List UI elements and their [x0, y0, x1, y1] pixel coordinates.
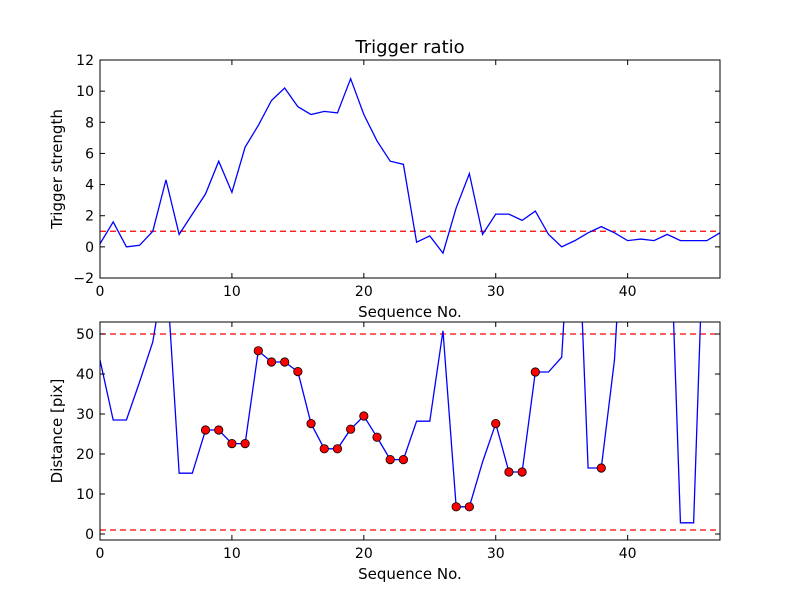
chart-2-xtick-label: 0 [96, 546, 105, 562]
chart-2-marker [266, 357, 277, 367]
chart-2-marker [517, 467, 527, 477]
chart-2-marker [372, 432, 382, 442]
chart-2-marker [491, 418, 501, 429]
chart-2-marker [464, 502, 474, 512]
chart-1-ytick-label: 6 [85, 146, 94, 162]
chart-1-xtick-label: 20 [355, 284, 373, 300]
chart-1-ytick-label: 2 [85, 209, 94, 225]
chart-2-ytick-label: 0 [85, 527, 94, 543]
chart-2-marker [596, 463, 606, 473]
chart-2-xtick-label: 20 [355, 546, 373, 562]
chart-2-xtick-label: 10 [223, 546, 241, 562]
chart-2-ytick-label: 10 [76, 487, 94, 503]
chart-1-ytick-label: 12 [76, 53, 94, 69]
chart-2-marker [385, 454, 395, 465]
chart-1-xtick-label: 30 [487, 284, 505, 300]
chart-2-marker [530, 367, 540, 377]
chart-2-ytick-label: 30 [76, 407, 94, 423]
chart-1-title: Trigger ratio [354, 37, 464, 58]
chart-2-xlabel: Sequence No. [358, 565, 462, 583]
chart-1-xtick-label: 40 [619, 284, 637, 300]
chart-2-marker [280, 357, 290, 367]
chart-2-marker [200, 425, 211, 435]
chart-1-xlabel: Sequence No. [358, 303, 462, 321]
chart-1-data-layer [100, 76, 720, 255]
chart-2-distance: 0 10 20 30 40 0 10 20 30 40 50 [76, 321, 721, 562]
chart-2-xtick-label: 30 [487, 546, 505, 562]
chart-2-ylabel: Distance [pix] [48, 379, 66, 484]
chart-1-ytick-label: −2 [73, 271, 94, 287]
chart-2-ytick-label: 40 [76, 367, 94, 383]
chart-2-marker [398, 454, 409, 465]
chart-1-ytick-label: 0 [85, 240, 94, 256]
chart-1-ytick-label: 10 [76, 84, 94, 100]
chart-1-frame [99, 59, 721, 279]
chart-2-marker [319, 444, 329, 454]
chart-2-marker [253, 346, 263, 356]
chart-2-ytick-label: 50 [76, 327, 94, 343]
chart-1-xtick-label: 0 [96, 284, 105, 300]
chart-2-marker [240, 438, 250, 449]
chart-1-ytick-label: 4 [85, 178, 94, 194]
chart-1-ytick-label: 8 [85, 115, 94, 131]
chart-2-xtick-label: 40 [619, 546, 637, 562]
chart-2-marker [451, 502, 461, 512]
chart-1-series-line-0 [100, 76, 720, 255]
chart-2-marker [293, 366, 303, 377]
chart-1-ylabel: Trigger strength [48, 109, 66, 230]
chart-2-marker [306, 418, 316, 429]
chart-2-marker [346, 424, 356, 434]
chart-2-marker [332, 444, 343, 454]
chart-2-marker [227, 438, 237, 449]
chart-1-xtick-label: 10 [223, 284, 241, 300]
chart-2-frame [99, 321, 721, 541]
chart-2-marker [504, 467, 514, 477]
chart-2-marker [214, 425, 224, 435]
chart-2-ytick-label: 20 [76, 447, 94, 463]
chart-2-marker [359, 411, 369, 421]
